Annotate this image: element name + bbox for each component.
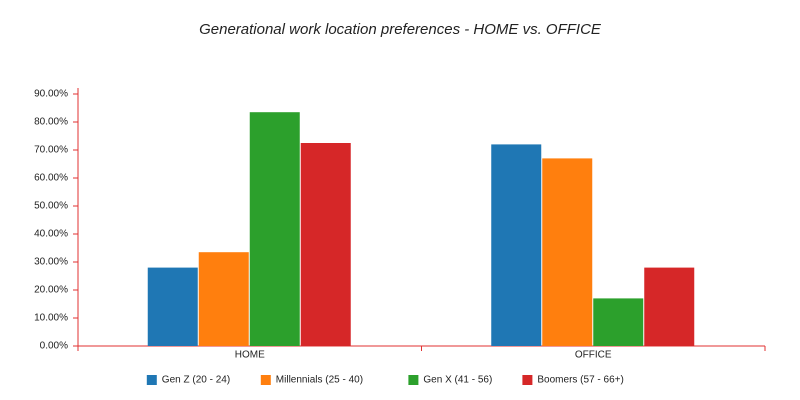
- bar: [644, 267, 695, 346]
- bar: [249, 112, 300, 346]
- legend-label: Boomers (57 - 66+): [537, 375, 623, 386]
- y-tick-label: 80.00%: [34, 117, 68, 128]
- legend-swatch: [260, 375, 271, 385]
- bar: [300, 143, 351, 346]
- x-tick-label: OFFICE: [575, 350, 612, 361]
- y-tick-label: 60.00%: [34, 173, 68, 184]
- y-tick-label: 20.00%: [34, 285, 68, 296]
- x-tick-label: HOME: [235, 350, 265, 361]
- y-tick-label: 10.00%: [34, 313, 68, 324]
- y-tick-label: 0.00%: [40, 341, 68, 352]
- bar: [491, 144, 542, 346]
- legend-label: Gen X (41 - 56): [423, 375, 492, 386]
- bar: [542, 158, 593, 346]
- y-tick-label: 30.00%: [34, 257, 68, 268]
- y-tick-label: 40.00%: [34, 229, 68, 240]
- legend-label: Millennials (25 - 40): [276, 375, 363, 386]
- legend-swatch: [408, 375, 419, 385]
- y-tick-label: 70.00%: [34, 145, 68, 156]
- bar: [147, 267, 198, 346]
- y-tick-label: 50.00%: [34, 201, 68, 212]
- legend-swatch: [522, 375, 533, 385]
- bar: [198, 252, 249, 346]
- legend-swatch: [146, 375, 157, 385]
- bar: [593, 298, 644, 346]
- y-tick-label: 90.00%: [34, 89, 68, 100]
- legend-label: Gen Z (20 - 24): [162, 375, 230, 386]
- chart-title: Generational work location preferences -…: [199, 21, 602, 38]
